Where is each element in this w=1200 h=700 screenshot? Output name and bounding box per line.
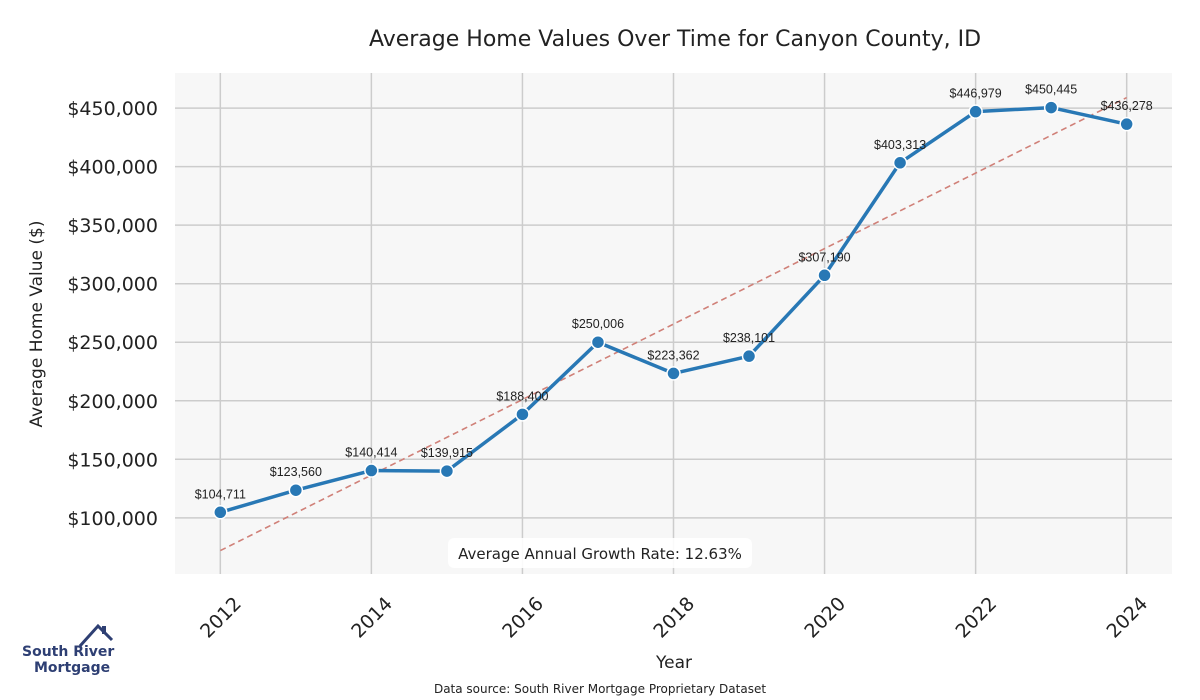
x-tick-label: 2024 [1103,593,1153,643]
data-point [892,155,908,171]
data-point [741,348,757,364]
data-label: $403,313 [874,138,926,152]
data-label: $188,400 [496,389,548,403]
y-tick-label: $100,000 [67,508,158,530]
y-tick-label: $300,000 [67,274,158,296]
x-tick-label: 2020 [800,593,850,643]
data-point [1119,116,1134,132]
y-tick-label: $450,000 [67,98,158,120]
x-tick-label: 2022 [951,593,1001,643]
data-label: $238,101 [723,331,775,345]
y-tick-label: $150,000 [67,449,158,471]
data-label: $450,445 [1025,83,1077,97]
data-label: $104,711 [195,487,246,501]
data-point [968,104,983,119]
y-tick-label: $400,000 [67,157,158,179]
grid [175,73,1172,574]
chart-title: Average Home Values Over Time for Canyon… [369,27,981,52]
x-tick-label: 2018 [649,593,699,643]
data-point [364,463,379,478]
logo-text-line2: Mortgage [34,660,111,676]
x-tick-label: 2012 [196,593,246,643]
data-label: $123,560 [270,465,322,479]
data-label: $250,006 [572,317,624,331]
annotation-box [448,538,752,568]
growth-rate-annotation: Average Annual Growth Rate: 12.63% [448,538,752,568]
data-source: Data source: South River Mortgage Propri… [433,682,767,696]
y-axis-label: Average Home Value ($) [27,221,47,428]
south-river-logo: South River Mortgage [22,620,114,682]
logo-text-line1: South River [22,644,115,660]
data-label: $446,979 [950,87,1002,101]
x-tick-labels: 2012 2014 2016 2018 2020 2022 2024 [196,593,1152,643]
data-label: $223,362 [647,348,699,362]
x-axis-label: Year [655,653,692,673]
data-label: $307,190 [798,250,850,264]
y-tick-label: $350,000 [67,215,158,237]
data-point [439,463,455,479]
trend-line [219,96,1128,552]
data-point [288,482,304,498]
data-point [817,268,832,283]
data-point [666,366,681,381]
y-tick-label: $200,000 [67,391,158,413]
data-points [213,100,1134,520]
data-point [1043,100,1059,115]
data-label: $139,915 [421,446,473,460]
data-labels: $104,711 $123,560 $140,414 $139,915 $188,400… [195,83,1153,502]
x-tick-label: 2014 [347,593,397,643]
data-label: $436,278 [1101,99,1153,113]
x-tick-label: 2016 [498,593,548,643]
house-icon [78,623,114,648]
data-point [213,505,228,520]
y-tick-label: $250,000 [67,332,158,354]
annotation-text: Average Annual Growth Rate: 12.63% [458,545,742,563]
y-tick-labels: $100,000 $150,000 $200,000 $250,000 $300,000… [67,98,158,530]
data-point [515,407,530,422]
data-point [590,334,606,350]
data-label: $140,414 [345,446,397,460]
